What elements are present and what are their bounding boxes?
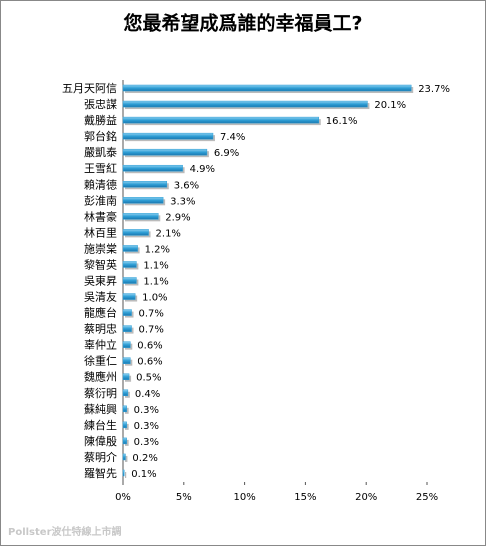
bar (122, 213, 159, 220)
value-label: 0.2% (132, 453, 157, 464)
value-label: 7.4% (220, 132, 245, 143)
y-tick-label: 徐重仁 (84, 354, 117, 368)
bar-shadow (125, 471, 127, 478)
y-tick-label: 辜仲立 (84, 338, 117, 352)
bar (122, 325, 132, 332)
bar (122, 469, 125, 477)
value-label: 16.1% (326, 116, 358, 127)
y-tick-label: 吳東昇 (84, 275, 117, 288)
x-tick-label: 25% (416, 492, 438, 503)
bar-shadow (125, 455, 128, 462)
y-tick-label: 羅智先 (84, 466, 117, 480)
y-tick-label: 魏應州 (84, 370, 117, 384)
value-label: 0.4% (135, 389, 160, 400)
y-tick-label: 林書豪 (84, 209, 117, 223)
value-label: 0.3% (134, 421, 159, 432)
y-tick-label: 練台生 (84, 418, 117, 432)
bar (122, 181, 168, 188)
value-label: 23.7% (418, 84, 450, 95)
value-label: 4.9% (190, 164, 215, 175)
bar (122, 277, 137, 284)
value-label: 3.6% (174, 180, 199, 191)
value-label: 0.7% (139, 309, 164, 320)
value-label: 2.9% (165, 212, 190, 223)
watermark: Pollster波仕特線上市調 (8, 525, 122, 538)
value-label: 6.9% (214, 148, 239, 159)
value-label: 0.3% (134, 437, 159, 448)
bar (122, 293, 136, 300)
y-tick-label: 蘇純興 (84, 403, 117, 416)
value-label: 2.1% (156, 228, 181, 239)
y-tick-label: 蔡明介 (84, 451, 117, 464)
y-tick-label: 張忠謀 (84, 97, 117, 111)
x-tick-label: 20% (355, 492, 377, 503)
y-tick-label: 賴清德 (84, 177, 117, 191)
value-label: 0.3% (134, 405, 159, 416)
bar (122, 132, 214, 140)
value-label: 20.1% (374, 100, 406, 111)
bar (122, 100, 368, 108)
y-tick-label: 嚴凱泰 (84, 145, 117, 159)
value-label: 1.1% (143, 277, 168, 288)
bar (122, 84, 412, 92)
value-label: 1.1% (143, 260, 168, 271)
value-label: 0.6% (137, 357, 162, 368)
bar (122, 437, 127, 445)
bar (122, 357, 131, 364)
y-tick-label: 黎智英 (84, 257, 117, 271)
y-tick-label: 林百里 (84, 225, 117, 239)
value-label: 0.5% (136, 373, 161, 384)
bar (122, 229, 149, 236)
bar (122, 261, 137, 268)
value-label: 3.3% (170, 196, 195, 207)
bar (122, 373, 130, 380)
bar (122, 389, 129, 397)
x-tick-label: 10% (233, 492, 255, 503)
bar (122, 341, 131, 348)
bar (122, 405, 127, 413)
value-label: 0.7% (139, 325, 164, 336)
bar (122, 116, 320, 124)
y-tick-label: 王雪紅 (84, 162, 117, 175)
y-tick-label: 蔡衍明 (84, 386, 117, 400)
value-label: 0.1% (131, 469, 156, 480)
x-tick-label: 5% (176, 492, 192, 503)
bar (122, 309, 132, 316)
bar (122, 197, 164, 204)
x-tick-label: 0% (115, 492, 131, 503)
value-label: 1.2% (145, 244, 170, 255)
bar (122, 421, 127, 429)
y-tick-label: 陳偉殷 (84, 435, 117, 448)
value-label: 1.0% (142, 293, 167, 304)
y-tick-label: 郭台銘 (84, 129, 117, 143)
bar (122, 453, 126, 461)
y-tick-label: 龍應台 (84, 306, 117, 320)
y-tick-label: 吳清友 (84, 290, 117, 304)
bar (122, 148, 208, 156)
y-tick-label: 五月天阿信 (62, 82, 117, 95)
y-tick-label: 戴勝益 (84, 113, 117, 127)
bar (122, 164, 183, 172)
chart-title: 您最希望成爲誰的幸福員工? (123, 12, 362, 35)
y-tick-label: 施崇棠 (84, 242, 117, 255)
bar (122, 245, 138, 252)
y-tick-label: 彭淮南 (84, 193, 117, 207)
value-label: 0.6% (137, 341, 162, 352)
y-tick-label: 蔡明忠 (84, 323, 117, 336)
x-tick-label: 15% (294, 492, 316, 503)
